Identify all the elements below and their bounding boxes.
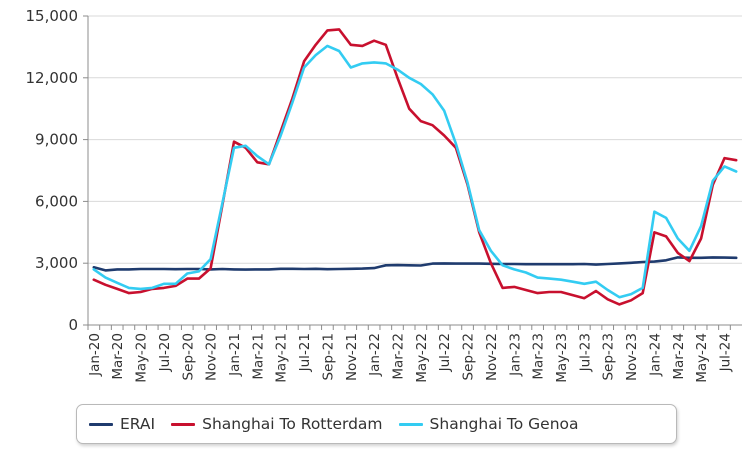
legend-swatch-shanghai-rotterdam [171,422,196,426]
series-line-shanghai-to-rotterdam [92,28,738,306]
legend-item-shanghai-rotterdam: Shanghai To Rotterdam [171,415,383,433]
x-tick-label: Nov-21 [344,333,360,381]
series-line-erai [92,256,738,272]
x-axis-ticks: Jan-20 Mar-20 May-20 Jul-20 Sep-20 Nov-20 Jan-… [87,325,733,383]
x-tick-label: Jan-23 [507,333,523,377]
x-tick-label: Mar-24 [671,333,687,380]
x-tick-label: Sep-23 [601,333,617,381]
x-tick-label: May-21 [274,333,290,383]
legend-swatch-erai [89,422,113,426]
x-tick-label: May-20 [134,333,150,383]
x-tick-label: Jan-22 [367,333,383,377]
x-tick-label: Nov-20 [204,333,220,381]
y-tick-label: 9,000 [35,131,78,149]
y-tick-label: 12,000 [26,69,79,87]
legend-label-erai: ERAI [120,415,156,433]
x-tick-label: Mar-22 [390,333,406,380]
series-line-shanghai-to-genoa [92,44,738,299]
legend-item-erai: ERAI [89,415,155,433]
x-tick-label: Jul-24 [717,333,733,372]
x-tick-label: Sep-20 [180,333,196,381]
x-tick-label: Mar-23 [531,333,547,380]
x-tick-label: Jan-20 [87,333,103,377]
x-tick-label: Mar-20 [110,333,126,380]
x-tick-label: Nov-22 [484,333,500,381]
chart-legend: ERAI Shanghai To Rotterdam Shanghai To G… [76,404,677,444]
legend-label-shanghai-genoa: Shanghai To Genoa [429,415,579,433]
gridlines [88,15,742,264]
x-tick-label: Jan-21 [227,333,243,377]
x-tick-label: Sep-22 [461,333,477,381]
x-tick-label: Jul-20 [157,333,173,372]
x-tick-label: Jul-22 [437,333,453,372]
x-tick-label: Mar-21 [250,333,266,380]
y-tick-label: 15,000 [26,7,79,25]
legend-label-shanghai-rotterdam: Shanghai To Rotterdam [202,415,383,433]
x-tick-label: May-23 [554,333,570,383]
x-tick-label: May-24 [694,333,710,383]
y-tick-label: 0 [68,316,78,334]
series-lines [92,28,738,306]
legend-item-shanghai-genoa: Shanghai To Genoa [398,415,579,433]
y-axis-ticks: 0 3,000 6,000 9,000 12,000 15,000 [26,7,88,334]
legend-swatch-shanghai-genoa [398,422,423,426]
x-tick-label: Nov-23 [624,333,640,381]
y-tick-label: 3,000 [35,254,78,272]
x-tick-label: Jan-24 [647,333,663,377]
x-tick-label: May-22 [414,333,430,383]
y-tick-label: 6,000 [35,192,78,210]
x-tick-label: Sep-21 [320,333,336,381]
x-tick-label: Jul-21 [297,333,313,372]
x-tick-label: Jul-23 [577,333,593,372]
